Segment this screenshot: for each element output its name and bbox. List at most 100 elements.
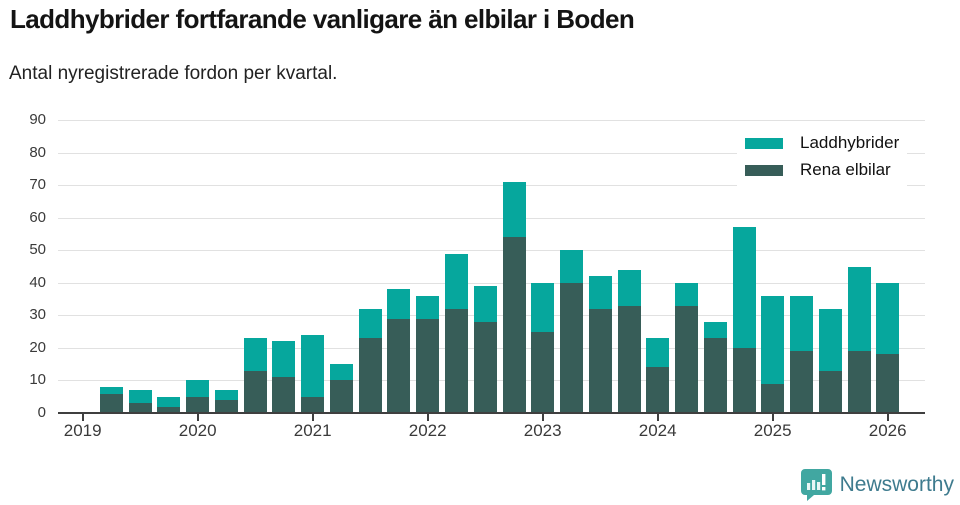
bar-segment-rena-elbilar	[358, 338, 382, 413]
bar-segment-rena-elbilar	[387, 318, 411, 413]
x-axis-tick-label: 2023	[523, 421, 562, 440]
y-axis-tick-label: 90	[29, 111, 46, 128]
bar-segment-rena-elbilar	[416, 318, 440, 413]
bar-2024-q4	[732, 227, 756, 413]
bar-2021-q1	[301, 334, 325, 413]
legend-label: Rena elbilar	[800, 160, 891, 179]
y-axis-tick-label: 60	[29, 208, 46, 226]
bar-2022-q3	[473, 286, 497, 413]
y-axis-tick-label: 10	[29, 371, 46, 389]
legend-item-rena-elbilar: Rena elbilar	[745, 160, 899, 180]
gridline	[58, 185, 925, 187]
legend-item-laddhybrider: Laddhybrider	[745, 133, 899, 153]
bar-segment-laddhybrider	[157, 396, 181, 407]
gridline	[58, 250, 925, 252]
bar-segment-rena-elbilar	[301, 396, 325, 413]
gridline	[58, 282, 925, 284]
bar-segment-laddhybrider	[560, 250, 583, 283]
bar-2021-q4	[387, 289, 411, 413]
y-axis-tick-label: 80	[29, 143, 46, 161]
bar-segment-laddhybrider	[272, 341, 296, 378]
brand-footer: Newsworthy	[800, 468, 954, 501]
bar-segment-laddhybrider	[847, 266, 871, 352]
bar-segment-rena-elbilar	[617, 305, 641, 413]
bar-2024-q1	[646, 338, 670, 413]
bar-segment-laddhybrider	[301, 334, 325, 397]
bar-segment-laddhybrider	[100, 387, 123, 394]
bar-segment-laddhybrider	[358, 308, 382, 339]
bar-segment-laddhybrider	[617, 269, 641, 306]
bar-segment-rena-elbilar	[531, 331, 555, 413]
bar-2023-q2	[560, 250, 583, 413]
bar-2022-q2	[444, 253, 468, 414]
y-axis-tick-label: 70	[29, 176, 46, 194]
bar-segment-laddhybrider	[416, 295, 440, 319]
x-axis-tick-label: 2020	[178, 421, 217, 440]
legend-swatch-laddhybrider-icon	[745, 137, 783, 149]
bar-segment-laddhybrider	[675, 282, 698, 306]
bar-segment-laddhybrider	[876, 282, 900, 355]
bar-segment-rena-elbilar	[703, 338, 727, 413]
bar-segment-rena-elbilar	[646, 367, 670, 413]
bar-segment-laddhybrider	[444, 253, 468, 309]
bar-segment-rena-elbilar	[243, 370, 267, 413]
bar-2026-q1	[876, 282, 900, 413]
bar-segment-laddhybrider	[243, 338, 267, 371]
x-axis-tick	[426, 414, 429, 421]
gridline	[58, 120, 925, 121]
y-axis-tick-label: 50	[29, 241, 46, 259]
y-axis-tick-label: 30	[29, 306, 46, 324]
bar-segment-rena-elbilar	[473, 321, 497, 413]
bar-segment-laddhybrider	[531, 282, 555, 332]
y-axis-tick-label: 40	[29, 273, 46, 291]
x-axis-tick	[656, 414, 659, 421]
bar-2024-q3	[703, 321, 727, 413]
bar-segment-laddhybrider	[473, 286, 497, 322]
x-axis-line	[58, 412, 925, 414]
bar-2020-q2	[214, 390, 238, 413]
bar-2020-q4	[272, 341, 296, 413]
bar-2021-q3	[358, 308, 382, 413]
brand-name: Newsworthy	[839, 472, 954, 496]
newsworthy-logo-icon	[800, 469, 832, 501]
bar-segment-rena-elbilar	[329, 380, 353, 413]
bar-2025-q2	[790, 295, 813, 413]
bar-segment-laddhybrider	[761, 295, 785, 384]
bar-2019-q2	[100, 387, 123, 413]
x-axis-tick	[196, 414, 199, 421]
bar-segment-rena-elbilar	[186, 396, 210, 413]
x-axis-tick-label: 2026	[868, 421, 907, 440]
bar-segment-rena-elbilar	[588, 308, 612, 413]
bar-segment-laddhybrider	[128, 390, 152, 404]
bar-segment-rena-elbilar	[502, 237, 526, 413]
x-axis-tick	[311, 414, 314, 421]
bar-segment-rena-elbilar	[732, 347, 756, 413]
bar-segment-rena-elbilar	[100, 393, 123, 413]
chart-subtitle: Antal nyregistrerade fordon per kvartal.	[9, 63, 338, 84]
x-axis-tick-label: 2024	[638, 421, 677, 440]
bar-2022-q1	[416, 295, 440, 413]
bar-2020-q3	[243, 338, 267, 413]
bar-segment-rena-elbilar	[876, 354, 900, 413]
x-axis-tick-label: 2019	[63, 421, 102, 440]
x-axis-tick-label: 2021	[293, 421, 332, 440]
bar-segment-rena-elbilar	[790, 351, 813, 413]
bar-segment-rena-elbilar	[272, 377, 296, 413]
x-axis-tick	[541, 414, 544, 421]
bar-2023-q1	[531, 282, 555, 413]
chart-legend: Laddhybrider Rena elbilar	[737, 129, 908, 186]
bar-2022-q4	[502, 181, 526, 413]
page-title: Laddhybrider fortfarande vanligare än el…	[10, 4, 635, 34]
bar-2025-q4	[847, 266, 871, 414]
y-axis-tick-label: 20	[29, 338, 46, 356]
bar-segment-laddhybrider	[214, 390, 238, 400]
bar-2020-q1	[186, 380, 210, 413]
bar-segment-laddhybrider	[646, 338, 670, 368]
bar-segment-rena-elbilar	[157, 406, 181, 413]
gridline	[58, 152, 925, 154]
x-axis-tick-label: 2022	[408, 421, 447, 440]
bar-segment-rena-elbilar	[761, 383, 785, 413]
x-axis-tick	[81, 414, 84, 421]
bar-2023-q4	[617, 269, 641, 413]
